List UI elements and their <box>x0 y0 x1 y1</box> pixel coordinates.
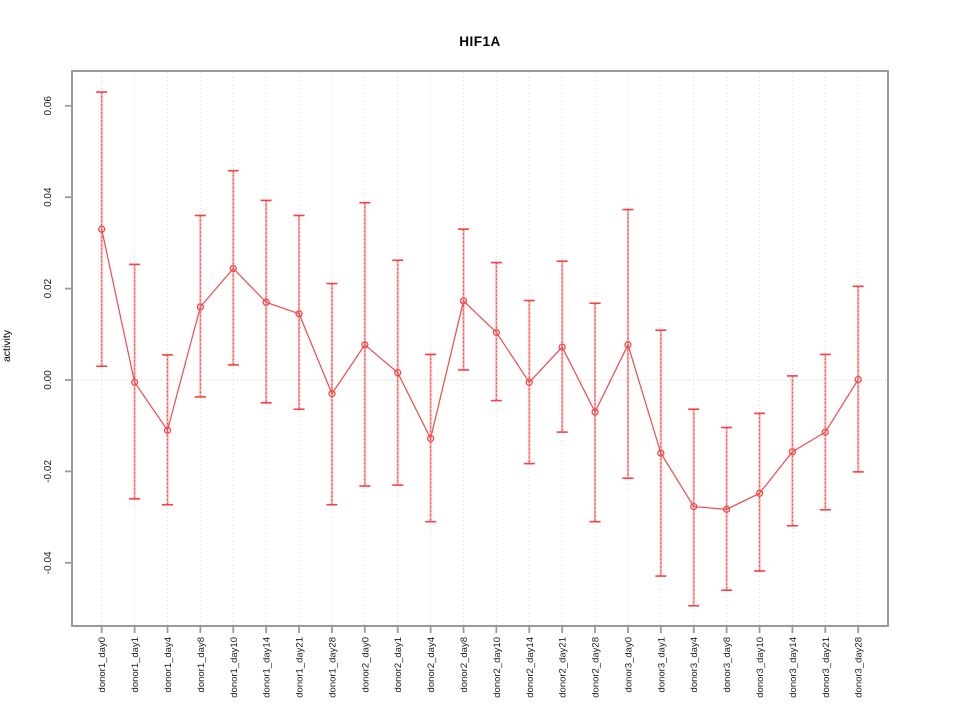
y-tick-label: 0.00 <box>43 370 54 390</box>
x-tick-label: donor2_day21 <box>558 637 569 698</box>
x-tick-label: donor2_day14 <box>525 637 536 698</box>
data-point <box>426 434 435 443</box>
x-tick-label: donor2_day10 <box>492 637 503 698</box>
x-tick-label: donor3_day4 <box>689 637 700 692</box>
x-tick-label: donor1_day0 <box>97 637 108 692</box>
data-point <box>262 298 270 306</box>
series-line <box>101 229 859 510</box>
x-tick-label: donor3_day14 <box>788 637 799 698</box>
x-tick-label: donor1_day4 <box>163 637 174 692</box>
data-point <box>130 378 139 386</box>
x-tick-label: donor3_day0 <box>623 637 634 692</box>
y-tick-label: 0.06 <box>43 96 54 116</box>
x-tick-label: donor3_day21 <box>821 637 832 698</box>
data-point <box>854 375 862 384</box>
data-point <box>722 505 731 513</box>
x-tick-label: donor2_day4 <box>426 637 437 692</box>
data-point <box>163 426 172 434</box>
data-point <box>328 390 336 398</box>
data-point <box>624 341 632 349</box>
x-tick-label: donor1_day8 <box>196 637 207 692</box>
data-point <box>788 448 797 456</box>
x-tick-label: donor1_day21 <box>295 637 306 698</box>
data-point <box>591 408 599 416</box>
x-tick-label: donor3_day10 <box>755 637 766 698</box>
x-tick-label: donor2_day1 <box>393 637 404 692</box>
x-tick-label: donor3_day8 <box>722 637 733 692</box>
data-point <box>229 264 237 273</box>
data-point <box>196 303 205 311</box>
x-tick-label: donor2_day0 <box>360 637 371 692</box>
y-tick-label: 0.02 <box>43 278 54 298</box>
x-tick-label: donor3_day1 <box>656 637 667 692</box>
data-point <box>98 225 106 233</box>
y-tick-label: -0.04 <box>43 551 54 574</box>
data-point <box>459 297 468 305</box>
data-point <box>657 449 665 457</box>
x-tick-label: donor2_day28 <box>591 637 602 698</box>
x-tick-label: donor3_day28 <box>854 637 865 698</box>
plot-box <box>71 70 889 627</box>
data-point <box>558 343 566 351</box>
x-tick-label: donor2_day8 <box>459 637 470 692</box>
data-point <box>690 502 698 511</box>
data-point <box>821 428 829 436</box>
data-point <box>492 328 501 337</box>
chart-title: HIF1A <box>459 34 501 49</box>
x-tick-label: donor1_day10 <box>229 637 240 698</box>
data-point <box>394 369 402 377</box>
data-point <box>295 310 303 318</box>
x-tick-label: donor1_day1 <box>130 637 141 692</box>
x-tick-label: donor1_day28 <box>327 637 338 698</box>
data-point <box>755 489 764 497</box>
data-point <box>525 378 533 386</box>
y-tick-label: 0.04 <box>43 187 54 207</box>
x-tick-label: donor1_day14 <box>262 637 273 698</box>
y-tick-label: -0.02 <box>43 460 54 483</box>
data-point <box>361 341 369 349</box>
